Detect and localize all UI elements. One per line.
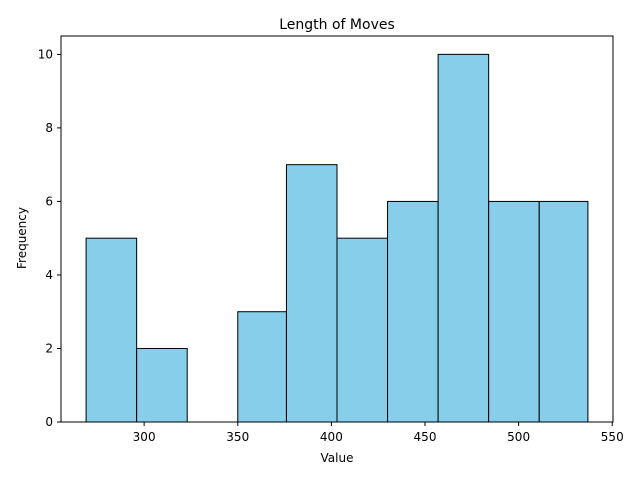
- histogram-bar: [285, 164, 338, 423]
- x-tick-label: 550: [601, 430, 624, 444]
- histogram-bar: [387, 200, 439, 423]
- y-tick-label: 10: [38, 47, 53, 61]
- y-tick-label: 6: [45, 194, 53, 208]
- histogram-bar: [336, 237, 389, 423]
- x-tick-label: 500: [507, 430, 530, 444]
- x-axis-ticks: 300 350 400 450 500 550: [133, 422, 624, 444]
- chart-title: Length of Moves: [279, 17, 395, 33]
- histogram-bar: [538, 200, 589, 423]
- x-tick-label: 300: [133, 430, 156, 444]
- histogram-bar: [437, 53, 490, 423]
- x-tick-label: 450: [414, 430, 437, 444]
- plot-frame: [60, 35, 614, 423]
- histogram-bar: [85, 237, 138, 423]
- x-axis-label: Value: [321, 451, 354, 465]
- x-tick-label: 350: [226, 430, 249, 444]
- y-tick-label: 4: [45, 268, 53, 282]
- bars-group: [85, 53, 589, 423]
- histogram-bar: [237, 311, 287, 423]
- y-axis-label: Frequency: [15, 207, 29, 269]
- histogram-bar: [136, 347, 188, 423]
- y-tick-label: 2: [45, 341, 53, 355]
- y-tick-label: 0: [45, 415, 53, 429]
- y-axis-ticks: 0 2 4 6 8 10: [38, 47, 61, 429]
- histogram-bar: [488, 200, 540, 423]
- y-tick-label: 8: [45, 121, 53, 135]
- x-tick-label: 400: [320, 430, 343, 444]
